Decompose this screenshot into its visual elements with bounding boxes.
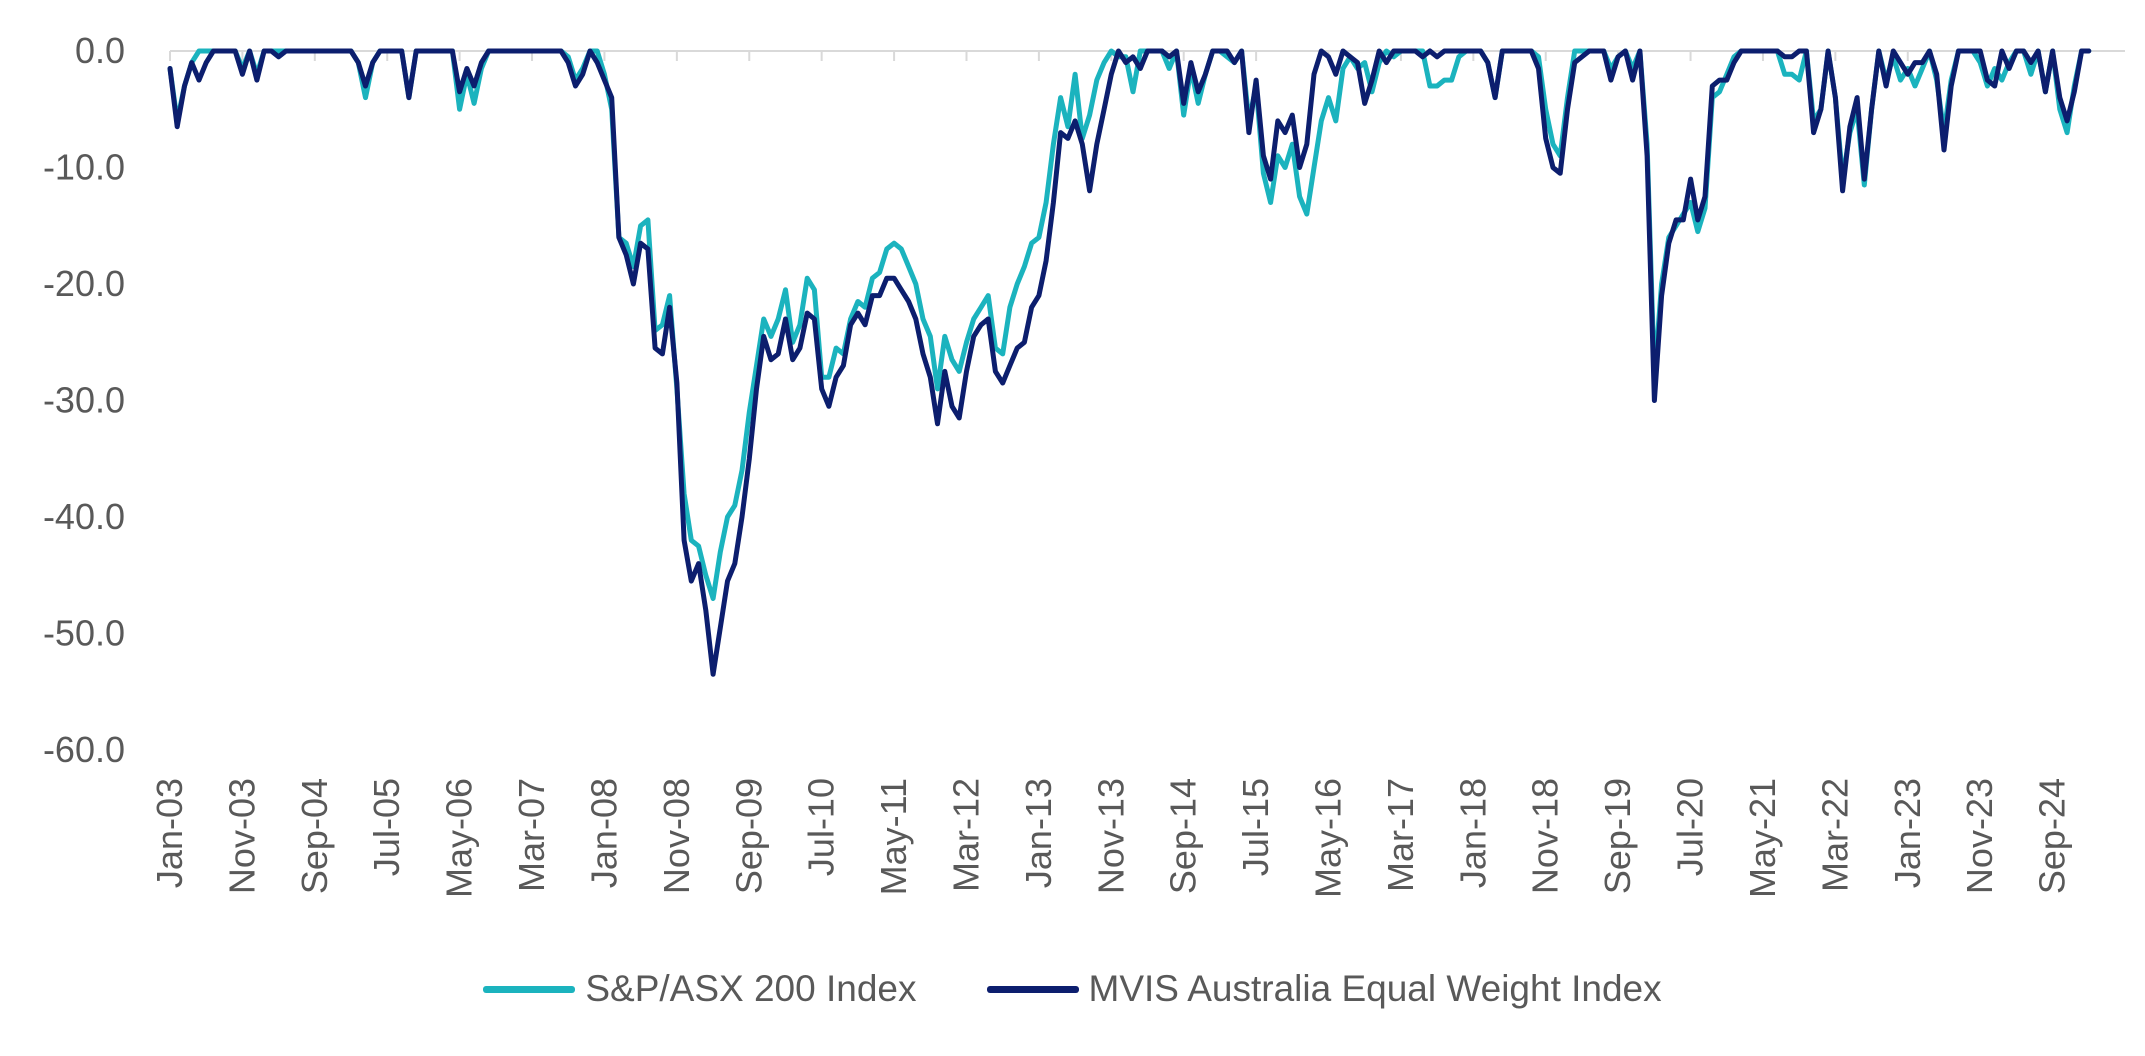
x-tick-label: May-21 bbox=[1742, 778, 1783, 898]
y-tick-label: -10.0 bbox=[43, 147, 125, 188]
y-tick-label: -20.0 bbox=[43, 263, 125, 304]
series-line-asx200 bbox=[167, 48, 2092, 601]
legend-item-asx200[interactable]: S&P/ASX 200 Index bbox=[483, 968, 917, 1010]
x-tick-label: Mar-12 bbox=[945, 778, 986, 892]
y-tick-label: -30.0 bbox=[43, 380, 125, 421]
series-lines bbox=[167, 48, 2092, 677]
x-tick-label: Jan-13 bbox=[1018, 778, 1059, 888]
y-tick-label: -40.0 bbox=[43, 496, 125, 537]
y-axis: 0.0 -10.0 -20.0 -30.0 -40.0 -50.0 -60.0 bbox=[43, 30, 125, 770]
legend: S&P/ASX 200 Index MVIS Australia Equal W… bbox=[0, 968, 2145, 1010]
legend-item-mvis[interactable]: MVIS Australia Equal Weight Index bbox=[986, 968, 1662, 1010]
legend-label-asx200: S&P/ASX 200 Index bbox=[585, 968, 917, 1009]
y-tick-label: -60.0 bbox=[43, 729, 125, 770]
legend-swatch-mvis bbox=[986, 985, 1079, 993]
x-tick-label: Sep-24 bbox=[2032, 778, 2073, 894]
y-tick-label: -50.0 bbox=[43, 613, 125, 654]
x-tick-label: Mar-07 bbox=[511, 778, 552, 892]
x-tick-label: Jul-20 bbox=[1670, 778, 1711, 876]
legend-label-mvis: MVIS Australia Equal Weight Index bbox=[1088, 968, 1662, 1009]
x-tick-label: Jan-03 bbox=[149, 778, 190, 888]
x-tick-label: Jan-18 bbox=[1452, 778, 1493, 888]
x-axis: Jan-03 Nov-03 Sep-04 Jul-05 May-06 Mar-07 Jan-… bbox=[149, 51, 2073, 898]
x-tick-label: Nov-18 bbox=[1525, 778, 1566, 894]
x-tick-label: Nov-13 bbox=[1090, 778, 1131, 894]
x-tick-label: May-11 bbox=[873, 778, 914, 895]
x-tick-label: Sep-09 bbox=[728, 778, 769, 894]
x-tick-label: Mar-17 bbox=[1380, 778, 1421, 892]
y-tick-label: 0.0 bbox=[75, 30, 125, 71]
series-line-mvis bbox=[167, 48, 2092, 677]
x-tick-label: Sep-04 bbox=[294, 778, 335, 894]
x-tick-label: Jan-23 bbox=[1887, 778, 1928, 888]
legend-swatch-asx200 bbox=[483, 985, 576, 993]
x-tick-label: Nov-03 bbox=[221, 778, 262, 894]
x-tick-label: Mar-22 bbox=[1814, 778, 1855, 892]
x-tick-label: Jul-15 bbox=[1235, 778, 1276, 876]
x-tick-label: May-16 bbox=[1308, 778, 1349, 898]
x-tick-label: Sep-19 bbox=[1597, 778, 1638, 894]
x-tick-label: Nov-08 bbox=[656, 778, 697, 894]
x-tick-label: Jan-08 bbox=[583, 778, 624, 888]
x-tick-label: May-06 bbox=[439, 778, 480, 898]
x-tick-label: Jul-10 bbox=[801, 778, 842, 876]
x-tick-label: Nov-23 bbox=[1959, 778, 2000, 894]
x-tick-label: Sep-14 bbox=[1163, 778, 1204, 894]
x-tick-label: Jul-05 bbox=[366, 778, 407, 876]
